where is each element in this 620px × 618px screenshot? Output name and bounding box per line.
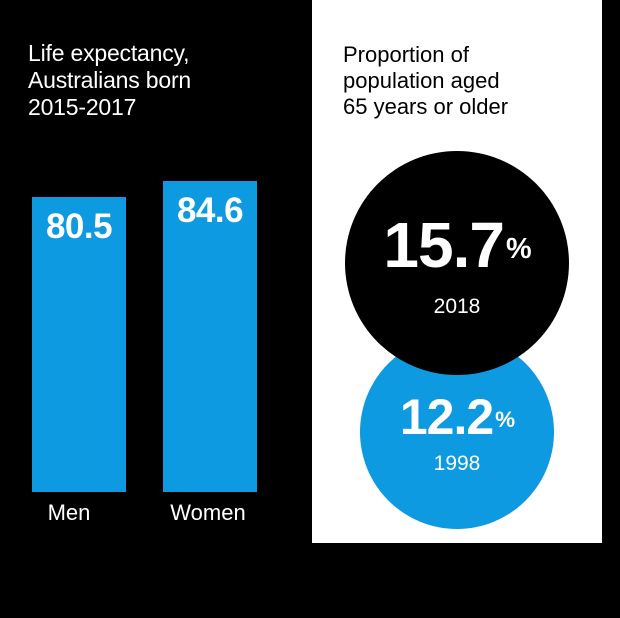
bubble-value-label: 15.7% [383, 209, 531, 281]
bar-value-label: 80.5 [45, 207, 113, 246]
bubble-value-label: 12.2% [399, 389, 515, 445]
bar-category-label: Men [47, 500, 91, 525]
right-chart-title: Proportion of population aged 65 years o… [343, 42, 509, 119]
bar-men: 80.5 [32, 197, 126, 492]
bubble-1998: 12.2% 1998 [360, 335, 554, 529]
bubble-year-label: 1998 [433, 452, 481, 475]
left-chart-title: Life expectancy, Australians born 2015-2… [28, 40, 191, 120]
bar-value-label: 84.6 [176, 191, 244, 230]
bubble-year-label: 2018 [433, 295, 481, 318]
proportion-panel: Proportion of population aged 65 years o… [312, 0, 602, 543]
bar-category-label: Women [170, 500, 246, 525]
bar-women: 84.6 [163, 181, 257, 492]
bubble-2018: 15.7% 2018 [345, 151, 569, 375]
